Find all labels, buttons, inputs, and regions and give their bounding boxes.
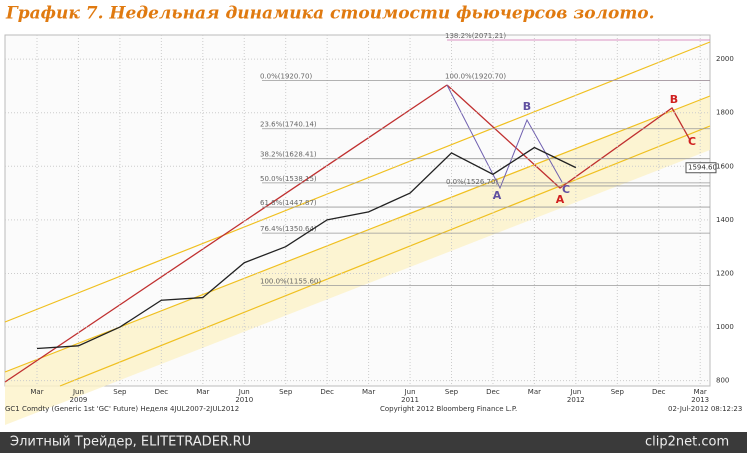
channel-band — [5, 96, 710, 425]
x-tick-label: Jun — [72, 388, 84, 396]
pattern-label: B — [670, 93, 678, 106]
price-tag-label: 1594.60 — [688, 164, 717, 172]
y-tick-label: 2000 — [716, 55, 734, 63]
y-tick-label: 1600 — [716, 162, 734, 170]
y-tick-label: 800 — [716, 377, 729, 385]
x-tick-label: Mar — [196, 388, 209, 396]
x-tick-label: Mar — [362, 388, 375, 396]
fib-label: 138.2%(2071.21) — [445, 32, 506, 40]
pattern-label: B — [523, 100, 531, 113]
x-tick-label: Dec — [155, 388, 169, 396]
x-tick-label: Sep — [279, 388, 293, 396]
fib-label: 76.4%(1350.64) — [260, 225, 317, 233]
price-line — [36, 146, 577, 350]
fib-label: 61.8%(1447.87) — [260, 199, 317, 207]
y-tick-label: 1400 — [716, 216, 734, 224]
y-tick-label: 1000 — [716, 323, 734, 331]
x-tick-label: Dec — [652, 388, 666, 396]
watermark-bar — [0, 432, 747, 453]
pattern-label: C — [562, 183, 570, 196]
footer-right: 02-Jul-2012 08:12:23 — [668, 405, 742, 413]
y-tick-label: 1200 — [716, 269, 734, 277]
fib-label: 50.0%(1538.15) — [260, 175, 317, 183]
x-tick-label: Mar — [694, 388, 707, 396]
fib-label: 0.0%(1526.70) — [446, 178, 498, 186]
fib-label: 0.0%(1920.70) — [260, 72, 312, 80]
watermark-right: clip2net.com — [645, 435, 729, 450]
x-tick-label: Dec — [486, 388, 500, 396]
year-label: 2010 — [235, 396, 253, 404]
watermark-left: Элитный Трейдер, ELITETRADER.RU — [10, 435, 251, 450]
x-tick-label: Sep — [113, 388, 127, 396]
year-label: 2013 — [691, 396, 709, 404]
x-tick-label: Dec — [320, 388, 334, 396]
footer-left: GC1 Comdty (Generic 1st 'GC' Future) Нед… — [5, 405, 239, 413]
footer-center: Copyright 2012 Bloomberg Finance L.P. — [380, 405, 517, 413]
x-tick-label: Jun — [569, 388, 581, 396]
x-tick-label: Mar — [30, 388, 43, 396]
year-label: 2011 — [401, 396, 419, 404]
pattern-label: A — [556, 193, 565, 206]
x-tick-label: Sep — [611, 388, 625, 396]
x-tick-label: Jun — [238, 388, 250, 396]
fib-label: 100.0%(1920.70) — [445, 72, 506, 80]
year-label: 2012 — [567, 396, 585, 404]
x-tick-label: Mar — [528, 388, 541, 396]
pattern-label: C — [688, 135, 696, 148]
wave-line — [446, 84, 691, 189]
y-tick-label: 1800 — [716, 109, 734, 117]
x-tick-label: Jun — [404, 388, 416, 396]
abc-line — [446, 84, 563, 190]
year-label: 2009 — [70, 396, 88, 404]
x-tick-label: Sep — [445, 388, 459, 396]
pattern-label: A — [493, 189, 502, 202]
fib-label: 38.2%(1628.41) — [260, 151, 317, 159]
fib-label: 100.0%(1155.60) — [260, 277, 321, 285]
price-tag — [685, 162, 717, 174]
fib-label: 23.6%(1740.14) — [260, 121, 317, 129]
title: График 7. Недельная динамика стоимости ф… — [5, 4, 655, 24]
